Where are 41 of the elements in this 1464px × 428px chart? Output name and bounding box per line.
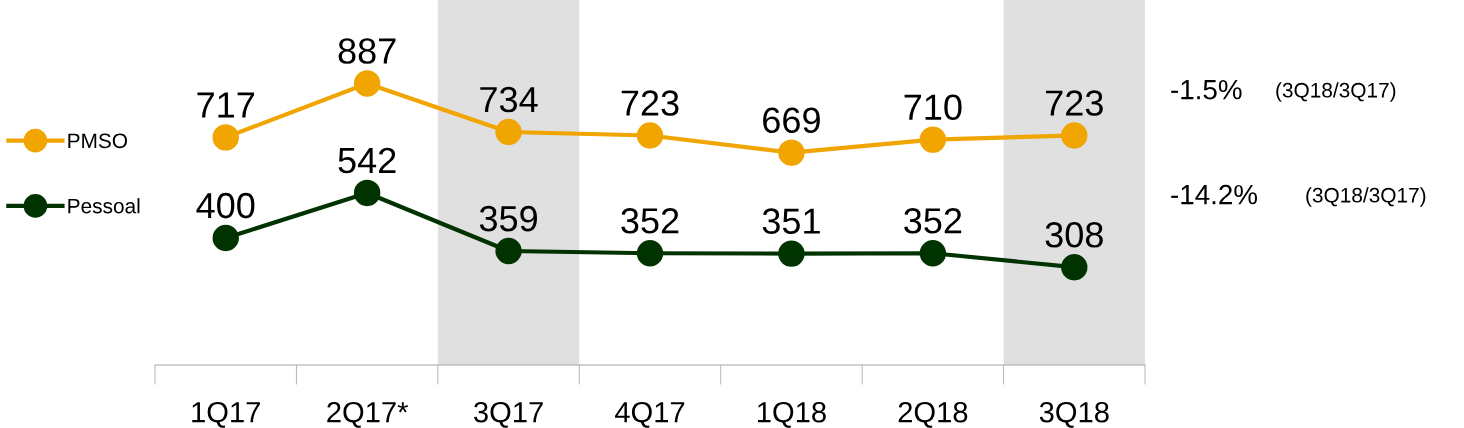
legend-label: PMSO [68,133,128,149]
data-label: 717 [197,92,255,118]
x-tick-label: 4Q17 [615,401,685,428]
point [353,70,381,97]
text: (3Q18/3Q17) [1276,82,1396,102]
point [212,224,239,252]
data-label: 723 [621,90,679,116]
point [212,124,239,151]
data-label: 710 [904,94,962,120]
data-label: 723 [1046,90,1103,116]
point [778,139,805,166]
point [495,237,522,265]
point [919,240,947,267]
x-tick-label: 3Q18 [1039,401,1109,428]
data-label: 351 [762,208,820,234]
text: -14.2% [1171,184,1258,205]
point [1061,122,1088,149]
data-label: 359 [479,205,537,232]
point [353,179,381,207]
data-label: 887 [338,38,396,64]
text: -1.5% [1171,79,1242,100]
x-tick-label: 3Q17 [474,401,543,428]
data-label: 734 [480,86,538,113]
x-tick-label: 2Q18 [898,401,968,428]
point [636,122,664,149]
text: (3Q18/3Q17) [1306,187,1426,207]
point [1061,254,1088,281]
data-label: 308 [1045,222,1103,248]
x-tick-label: 1Q17 [192,401,260,428]
data-label: 352 [904,208,962,234]
legend-label: Pessoal [68,198,140,214]
point [919,126,947,153]
point [495,118,522,146]
point [636,240,664,267]
point [778,240,805,267]
data-label: 542 [338,147,396,174]
x-tick-label: 1Q18 [757,401,826,428]
data-label: 669 [763,107,820,133]
data-label: 400 [196,192,255,219]
data-label: 352 [621,208,679,234]
x-tick-label: 2Q17* [327,401,409,428]
